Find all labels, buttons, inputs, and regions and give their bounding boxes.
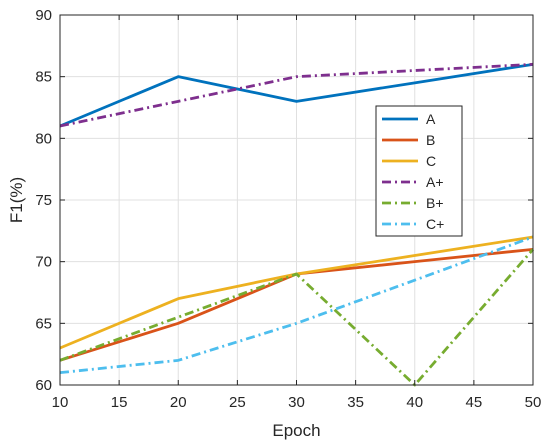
series-line-a — [59, 62, 534, 128]
legend-label: B — [426, 132, 435, 148]
x-tick-label: 25 — [229, 394, 246, 411]
legend: ABC A+ B+ C+ — [375, 105, 463, 237]
legend-label: A+ — [426, 174, 444, 190]
x-tick-label: 40 — [406, 394, 423, 411]
x-tick-label: 45 — [466, 394, 483, 411]
x-tick-label: 15 — [111, 394, 128, 411]
series-lines — [59, 62, 535, 387]
y-tick-label: 80 — [35, 130, 52, 147]
y-tick-label: 60 — [35, 377, 52, 394]
x-tick-label: 50 — [525, 394, 542, 411]
x-axis-label: Epoch — [272, 421, 320, 440]
x-tick-label: 20 — [170, 394, 187, 411]
y-tick-label: 70 — [35, 254, 52, 271]
y-tick-label: 85 — [35, 69, 52, 86]
y-tick-label: 75 — [35, 192, 52, 209]
series-line-b-plus — [59, 248, 535, 387]
legend-label: A — [426, 111, 436, 127]
series-line-a-plus — [59, 62, 534, 128]
axis-ticks: 10 15 20 25 30 35 40 45 50 60 65 70 75 80 85 90 — [35, 7, 541, 411]
y-axis-label: F1(%) — [7, 177, 26, 223]
x-tick-label: 30 — [288, 394, 305, 411]
legend-label: C — [426, 153, 436, 169]
legend-box — [375, 105, 463, 237]
series-line-c-plus — [59, 235, 534, 375]
x-tick-label: 35 — [347, 394, 364, 411]
y-tick-label: 90 — [35, 7, 52, 24]
legend-label: B+ — [426, 195, 444, 211]
legend-label: C+ — [426, 216, 444, 232]
y-tick-label: 65 — [35, 315, 52, 332]
x-tick-label: 10 — [52, 394, 69, 411]
